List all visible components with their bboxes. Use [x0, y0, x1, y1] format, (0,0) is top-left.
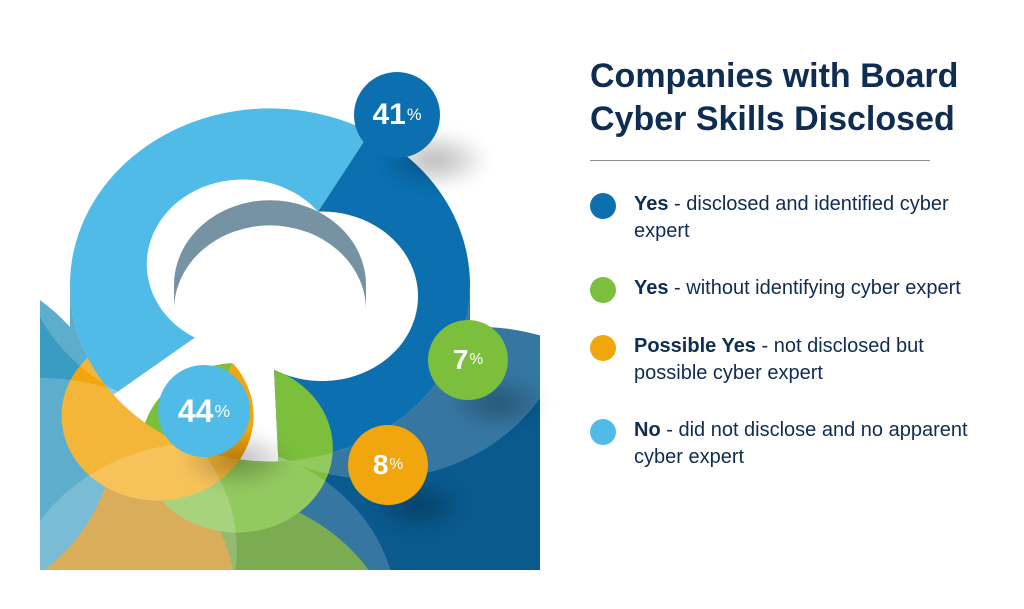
legend-item: No - did not disclose and no apparent cy…	[590, 417, 990, 471]
legend-item: Yes - without identifying cyber expert	[590, 275, 990, 303]
value-badge: 8%	[348, 425, 428, 505]
legend-dot	[590, 193, 616, 219]
chart-title: Companies with Board Cyber Skills Disclo…	[590, 55, 990, 140]
legend-dot	[590, 335, 616, 361]
legend-text: Yes - without identifying cyber expert	[634, 275, 961, 302]
infographic-container: 41% 7% 8% 44% Companies with Board Cyber…	[0, 0, 1024, 609]
value-badge: 41%	[354, 72, 440, 158]
legend-dot	[590, 277, 616, 303]
title-divider	[590, 160, 930, 161]
legend-item: Yes - disclosed and identified cyber exp…	[590, 191, 990, 245]
legend-item: Possible Yes - not disclosed but possibl…	[590, 333, 990, 387]
legend-text: No - did not disclose and no apparent cy…	[634, 417, 990, 471]
legend: Companies with Board Cyber Skills Disclo…	[590, 55, 990, 501]
value-badge: 44%	[158, 365, 250, 457]
legend-text: Yes - disclosed and identified cyber exp…	[634, 191, 990, 245]
legend-text: Possible Yes - not disclosed but possibl…	[634, 333, 990, 387]
legend-dot	[590, 419, 616, 445]
value-badge: 7%	[428, 320, 508, 400]
donut-chart: 41% 7% 8% 44%	[40, 30, 540, 570]
